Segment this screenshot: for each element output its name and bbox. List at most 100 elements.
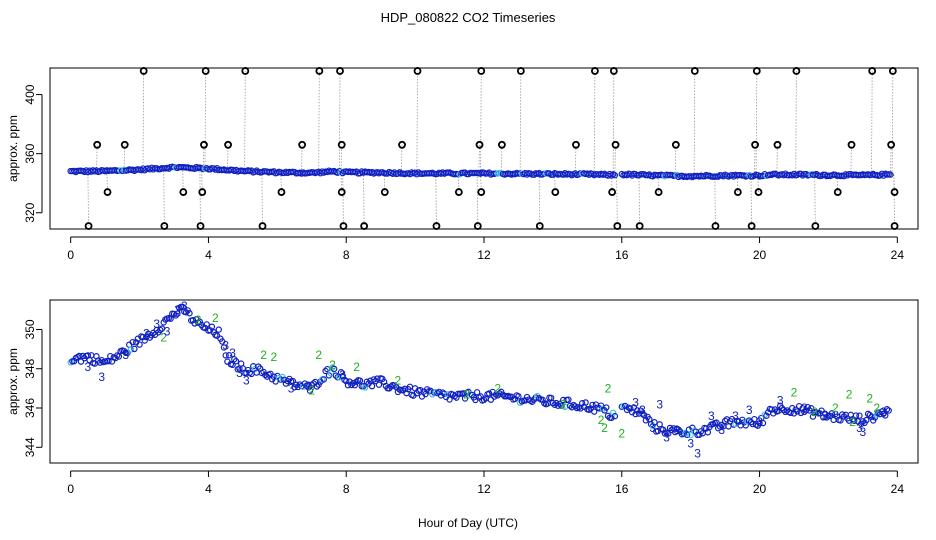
flagged-extreme-point <box>477 67 486 75</box>
flag-connector-line <box>202 144 205 169</box>
co2-point <box>632 410 639 418</box>
co2-point <box>725 423 732 430</box>
flagged-extreme-point <box>887 140 896 149</box>
flag-2-mark: 2 <box>308 384 315 398</box>
bottom-data-points <box>67 303 892 439</box>
top-x-tick-label: 8 <box>343 248 350 262</box>
flag-2-mark: 2 <box>846 387 853 401</box>
flagged-extreme-point <box>224 140 232 149</box>
flag-2-mark: 2 <box>598 413 605 427</box>
flagged-extreme-point <box>751 140 759 149</box>
flag-3-mark: 3 <box>732 409 739 423</box>
co2-point <box>344 382 352 389</box>
co2-point <box>229 361 236 369</box>
co2-point <box>215 326 222 333</box>
flag-connector-line <box>776 144 778 175</box>
co2-point <box>599 405 607 412</box>
co2-point <box>70 358 78 365</box>
flag-3-mark: 3 <box>708 409 715 423</box>
flag-2-mark: 2 <box>832 401 839 415</box>
bottom-y-tick-label: 344 <box>23 437 37 457</box>
co2-point <box>859 418 867 425</box>
co2-point <box>225 352 233 359</box>
flagged-extreme-point <box>635 222 644 230</box>
co2-point <box>107 352 114 360</box>
co2-point <box>866 411 873 419</box>
co2-point <box>780 406 787 414</box>
co2-point <box>868 413 875 420</box>
bottom-x-tick-label: 0 <box>67 482 74 496</box>
co2-point <box>582 399 589 406</box>
co2-point <box>609 409 617 417</box>
co2-point <box>882 412 889 419</box>
flagged-extreme-point <box>551 188 560 196</box>
flagged-extreme-point <box>200 140 208 149</box>
co2-point <box>856 412 863 419</box>
co2-point <box>220 344 228 351</box>
flagged-extreme-point <box>93 140 102 149</box>
co2-point <box>368 382 376 390</box>
flagged-extreme-point <box>315 67 324 75</box>
flag-connector-line <box>480 70 482 174</box>
flag-3-mark: 3 <box>860 425 867 439</box>
top-x-tick-label: 12 <box>477 248 491 262</box>
flag-connector-line <box>435 173 437 227</box>
co2-point <box>704 429 712 436</box>
flagged-extreme-point <box>868 67 877 75</box>
flagged-extreme-point <box>339 222 348 230</box>
co2-point <box>885 407 892 414</box>
flagged-extreme-point <box>811 222 820 230</box>
chart-title: HDP_080822 CO2 Timeseries <box>381 10 556 25</box>
flag-3-mark: 3 <box>663 431 670 445</box>
co2-point <box>115 353 123 360</box>
flagged-extreme-point <box>654 188 663 196</box>
co2-point <box>157 326 164 334</box>
co2-point <box>642 417 650 424</box>
flag-3-mark: 3 <box>656 397 663 411</box>
co2-point <box>759 419 767 427</box>
co2-point <box>370 376 377 383</box>
co2-point <box>687 431 694 439</box>
flagged-extreme-point <box>179 188 188 196</box>
co2-point <box>417 386 424 394</box>
co2-point <box>556 400 563 408</box>
co2-point <box>356 377 364 384</box>
flag-3-mark: 3 <box>649 421 656 435</box>
co2-point <box>549 399 557 407</box>
co2-point <box>611 172 619 179</box>
flag-2-mark: 2 <box>463 387 470 401</box>
co2-point <box>651 419 658 426</box>
flag-connector-line <box>871 70 873 176</box>
co2-point <box>186 310 193 317</box>
flagged-extreme-point <box>890 188 899 196</box>
co2-point <box>792 406 799 413</box>
co2-point <box>222 352 229 359</box>
flag-connector-line <box>893 174 895 227</box>
flag-connector-line <box>750 175 753 227</box>
co2-point <box>696 431 703 438</box>
flagged-extreme-point <box>360 222 369 230</box>
co2-point <box>565 396 572 403</box>
flag-connector-line <box>538 173 541 227</box>
co2-point <box>880 410 887 417</box>
flag-3-mark: 3 <box>687 437 694 451</box>
flag-connector-line <box>201 168 203 193</box>
flagged-extreme-point <box>398 140 406 149</box>
flagged-extreme-point <box>380 188 389 196</box>
co2-point <box>852 412 860 419</box>
bottom-y-axis: 344 346 348 350 <box>23 319 43 457</box>
co2-point <box>375 381 383 388</box>
bottom-x-tick-label: 16 <box>615 482 629 496</box>
flag-3-mark: 3 <box>801 401 808 415</box>
flag-3-mark: 3 <box>164 325 171 339</box>
co2-point <box>363 378 371 385</box>
flagged-extreme-point <box>413 67 422 75</box>
co2-point <box>558 402 565 409</box>
flag-connector-line <box>338 70 341 172</box>
flag-3-mark: 3 <box>122 348 129 362</box>
co2-point <box>802 407 810 414</box>
flag-connector-line <box>890 144 892 175</box>
co2-point <box>136 341 143 348</box>
co2-point <box>320 376 328 383</box>
co2-point <box>863 416 870 424</box>
